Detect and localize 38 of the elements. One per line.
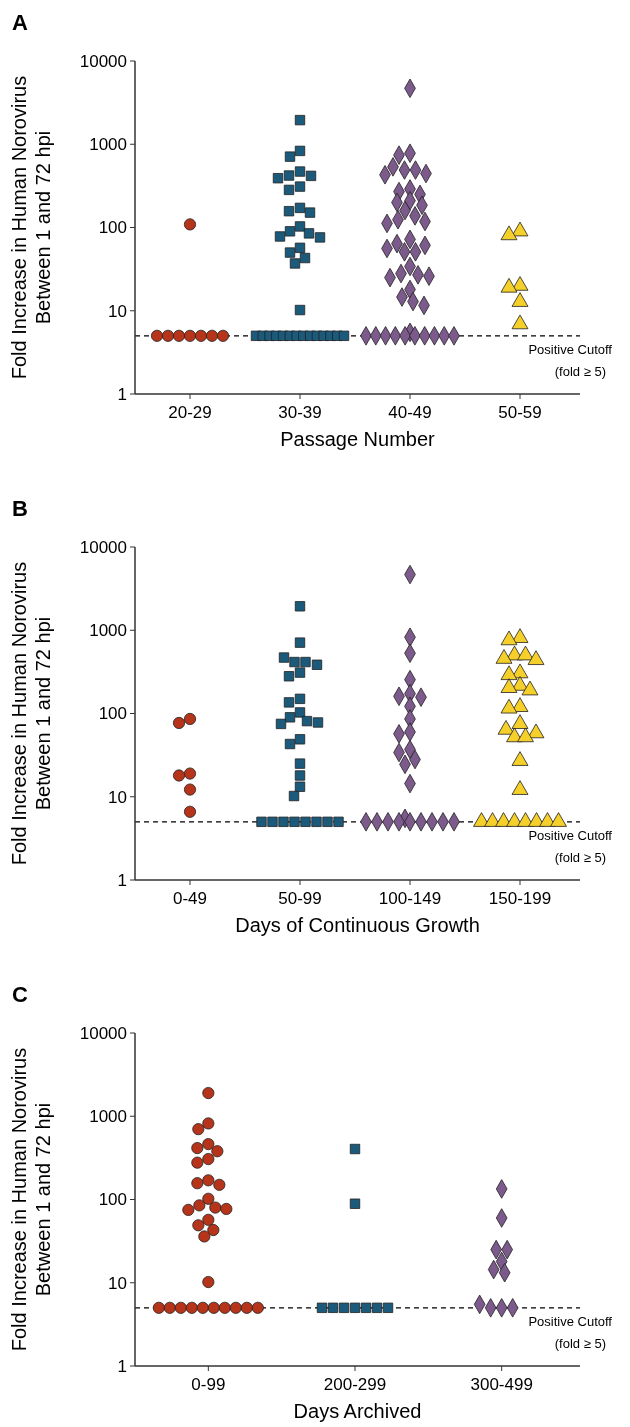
ref-line-label: Positive Cutoff (fold ≥ 5) [528, 341, 613, 379]
y-axis-title: Fold Increase in Human Norovirus Between 1 and 72 hpi [8, 561, 54, 866]
x-tick-label: 100-149 [378, 889, 442, 908]
y-tick-label: 10000 [79, 51, 127, 71]
x-tick-label: 200-299 [323, 1375, 387, 1394]
y-tick-label: 100 [98, 218, 127, 238]
x-tick-label: 0-49 [172, 889, 208, 908]
y-tick-label: 10 [108, 301, 127, 321]
x-axis-title: Passage Number [280, 428, 436, 450]
y-tick-label: 1000 [89, 135, 127, 155]
x-tick-label: 20-29 [168, 403, 212, 422]
ref-line-label: Positive Cutoff (fold ≥ 5) [528, 1313, 613, 1351]
ref-line-label: Positive Cutoff (fold ≥ 5) [528, 827, 613, 865]
y-tick-label: 1 [117, 1356, 127, 1376]
x-tick-label: 50-99 [278, 889, 322, 908]
x-tick-label: 150-199 [488, 889, 552, 908]
x-axis-title: Days of Continuous Growth [235, 914, 480, 936]
y-tick-label: 1000 [89, 1107, 127, 1127]
y-tick-label: 10 [108, 787, 127, 807]
y-tick-label: 1 [117, 384, 127, 404]
y-axis-title: Fold Increase in Human Norovirus Between 1 and 72 hpi [8, 1047, 54, 1352]
x-tick-label: 50-59 [498, 403, 542, 422]
y-tick-label: 10000 [79, 537, 127, 557]
chart-title: A [12, 10, 28, 35]
chart-title: C [12, 982, 28, 1007]
y-tick-label: 1000 [89, 621, 127, 641]
y-tick-label: 100 [98, 704, 127, 724]
y-tick-label: 1 [117, 870, 127, 890]
y-axis-title: Fold Increase in Human Norovirus Between 1 and 72 hpi [8, 75, 54, 380]
x-tick-label: 40-49 [388, 403, 432, 422]
chart-title: B [12, 496, 28, 521]
y-tick-label: 10 [108, 1273, 127, 1293]
x-tick-label: 30-39 [278, 403, 322, 422]
y-tick-label: 10000 [79, 1023, 127, 1043]
x-axis-title: Days Archived [293, 1400, 422, 1422]
x-tick-label: 300-499 [470, 1375, 533, 1394]
y-tick-label: 100 [98, 1190, 127, 1210]
x-tick-label: 0-99 [191, 1375, 226, 1394]
